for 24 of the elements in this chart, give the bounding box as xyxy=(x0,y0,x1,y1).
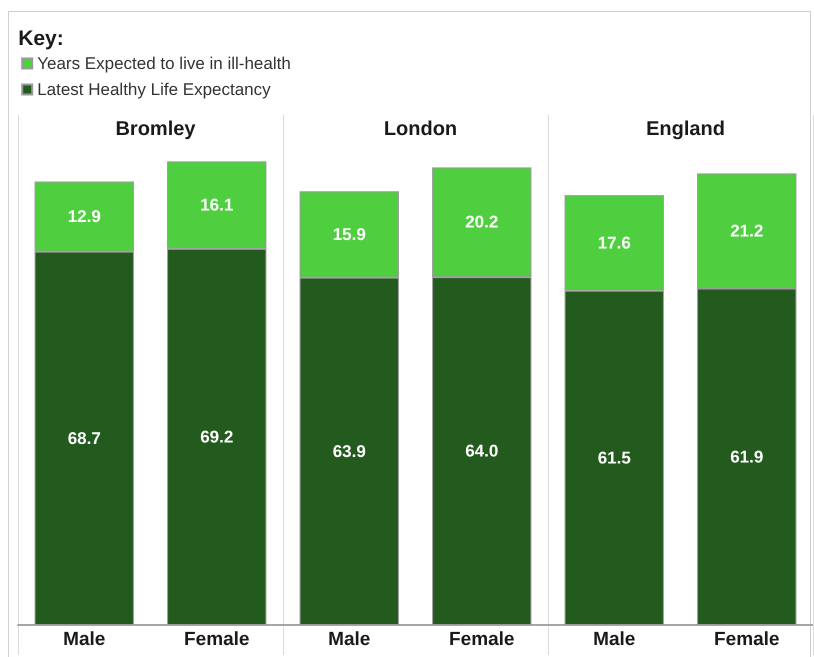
legend-label: Years Expected to live in ill-health xyxy=(37,54,291,73)
data-label: 61.9 xyxy=(730,447,764,466)
data-label: 61.5 xyxy=(598,448,631,468)
x-tick-label: Female xyxy=(714,629,780,650)
data-label: 15.9 xyxy=(332,224,366,244)
data-label: 12.9 xyxy=(68,207,101,226)
data-label: 64.0 xyxy=(465,442,498,461)
x-tick-label: Female xyxy=(184,629,250,650)
legend-label: Latest Healthy Life Expectancy xyxy=(37,80,272,99)
chart-title: Bromley xyxy=(115,118,196,140)
x-tick-label: Female xyxy=(449,629,514,650)
data-label: 17.6 xyxy=(598,233,631,252)
x-tick-label: Male xyxy=(63,629,106,650)
chart-title: England xyxy=(646,118,725,140)
data-label: 20.2 xyxy=(465,212,498,232)
data-label: 63.9 xyxy=(332,442,366,461)
x-tick-label: Male xyxy=(593,629,636,650)
chart-title: London xyxy=(384,118,458,140)
x-tick-label: Male xyxy=(328,629,370,650)
legend-title: Key: xyxy=(18,27,64,50)
data-label: 68.7 xyxy=(68,428,101,448)
data-label: 69.2 xyxy=(200,427,234,446)
data-label: 21.2 xyxy=(730,221,764,240)
data-label: 16.1 xyxy=(200,196,234,215)
